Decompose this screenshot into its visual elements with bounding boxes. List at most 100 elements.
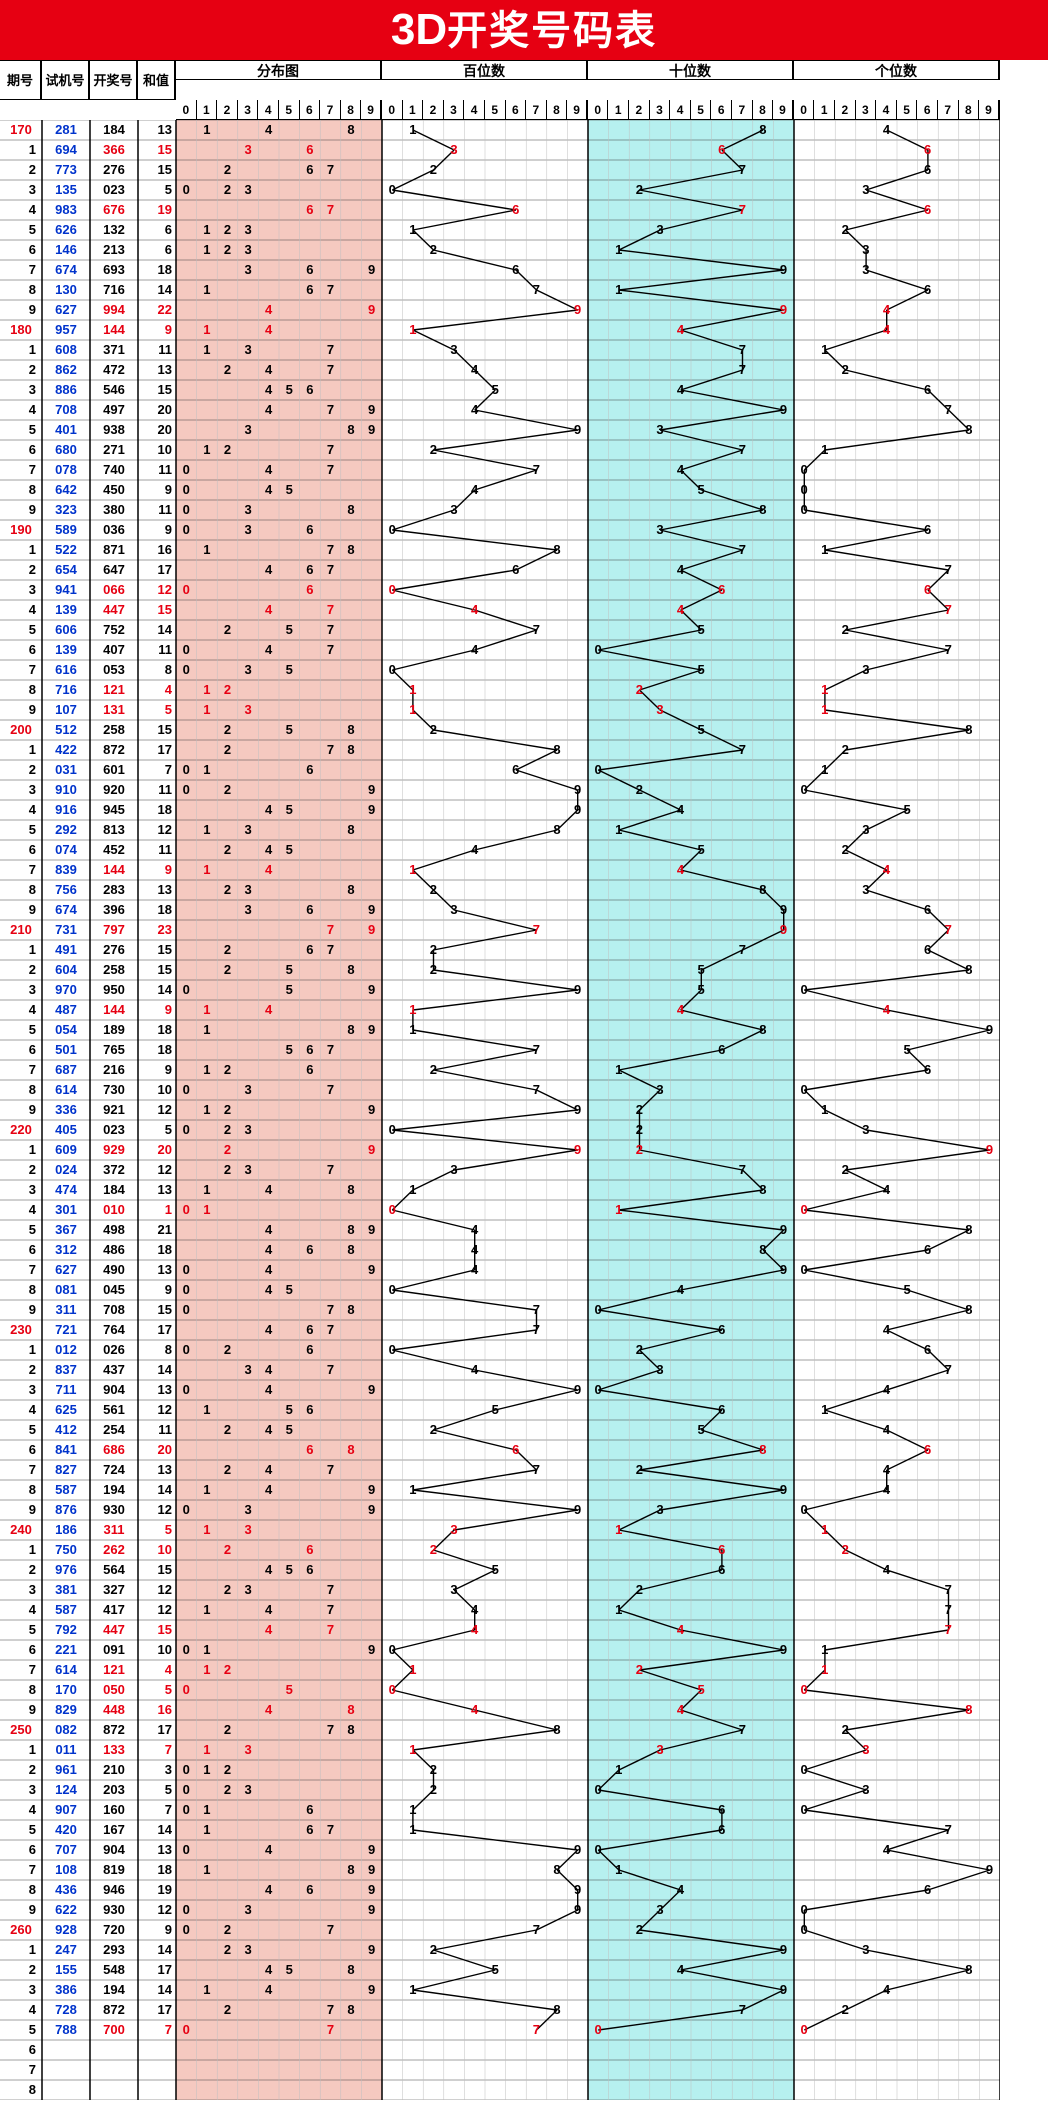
- dist-cell: [279, 1360, 300, 1380]
- units-cell: [979, 940, 1000, 960]
- dist-cell: [341, 1620, 362, 1640]
- units-cell: [917, 1960, 938, 1980]
- test-cell: 186: [42, 1520, 90, 1540]
- dist-cell: [217, 1800, 238, 1820]
- units-cell: [835, 640, 856, 660]
- units-cell: [794, 640, 815, 660]
- hundreds-cell: [567, 1240, 588, 1260]
- table-row: 541225411245254: [0, 1420, 1048, 1440]
- tens-cell: [773, 460, 794, 480]
- hundreds-cell: [526, 180, 547, 200]
- tens-cell: [650, 1260, 671, 1280]
- hundreds-cell: [567, 240, 588, 260]
- hundreds-cell: [526, 1480, 547, 1500]
- units-cell: [814, 420, 835, 440]
- dist-cell: [300, 800, 321, 820]
- units-cell: [897, 1900, 918, 1920]
- test-cell: 976: [42, 1560, 90, 1580]
- units-cell: [959, 640, 980, 660]
- tens-cell: [753, 560, 774, 580]
- units-cell: [959, 580, 980, 600]
- dist-cell: 7: [320, 920, 341, 940]
- table-row: 17028118413148184: [0, 120, 1048, 140]
- test-cell: 587: [42, 1600, 90, 1620]
- tens-cell: [629, 1860, 650, 1880]
- tens-cell: [773, 2000, 794, 2020]
- dist-cell: [320, 2060, 341, 2080]
- dist-cell: 3: [238, 140, 259, 160]
- hundreds-cell: [444, 360, 465, 380]
- hundreds-cell: [485, 800, 506, 820]
- dist-cell: [341, 2040, 362, 2060]
- dist-cell: 7: [320, 1160, 341, 1180]
- tens-cell: [629, 640, 650, 660]
- units-cell: [979, 1060, 1000, 1080]
- dist-cell: [258, 1720, 279, 1740]
- hundreds-cell: [464, 740, 485, 760]
- dist-cell: [217, 1820, 238, 1840]
- units-cell: [876, 380, 897, 400]
- hundreds-cell: [506, 1320, 527, 1340]
- dist-cell: [361, 140, 382, 160]
- dist-cell: 4: [258, 360, 279, 380]
- units-cell: [856, 1440, 877, 1460]
- hundreds-cell: [382, 620, 403, 640]
- hundreds-cell: [485, 120, 506, 140]
- dist-cell: [279, 1640, 300, 1660]
- hundreds-cell: [506, 460, 527, 480]
- units-cell: [959, 1140, 980, 1160]
- units-cell: [856, 280, 877, 300]
- tens-cell: [670, 2020, 691, 2040]
- units-cell: [938, 940, 959, 960]
- units-cell: 8: [959, 420, 980, 440]
- hundreds-cell: [403, 600, 424, 620]
- hundreds-cell: [526, 1680, 547, 1700]
- dist-cell: [217, 480, 238, 500]
- dist-cell: 9: [361, 1480, 382, 1500]
- tens-cell: [691, 1960, 712, 1980]
- sum-cell: 12: [138, 1600, 176, 1620]
- units-cell: [794, 560, 815, 580]
- tens-cell: [629, 380, 650, 400]
- dist-cell: 0: [176, 1260, 197, 1280]
- hundreds-cell: [547, 1640, 568, 1660]
- test-cell: 247: [42, 1940, 90, 1960]
- units-cell: [876, 140, 897, 160]
- issue-cell: 8: [0, 280, 42, 300]
- header-hundreds: 百位数: [382, 60, 588, 80]
- draw-cell: 023: [90, 180, 138, 200]
- hundreds-cell: [403, 640, 424, 660]
- hundreds-cell: [403, 1680, 424, 1700]
- units-cell: [835, 1640, 856, 1660]
- units-cell: [938, 1260, 959, 1280]
- units-cell: [856, 320, 877, 340]
- hundreds-cell: [506, 1100, 527, 1120]
- units-cell: [856, 300, 877, 320]
- hundreds-cell: [382, 960, 403, 980]
- table-row: 391092011029920: [0, 780, 1048, 800]
- tens-cell: [753, 1980, 774, 2000]
- units-cell: [917, 1600, 938, 1620]
- dist-cell: [361, 1440, 382, 1460]
- tens-cell: [753, 1740, 774, 1760]
- hundreds-cell: 9: [567, 1900, 588, 1920]
- hundreds-cell: [382, 1180, 403, 1200]
- hundreds-cell: [526, 1640, 547, 1660]
- tens-cell: [753, 700, 774, 720]
- dist-cell: [361, 500, 382, 520]
- tens-cell: [608, 1580, 629, 1600]
- tens-cell: [753, 1080, 774, 1100]
- units-cell: [794, 1540, 815, 1560]
- dist-cell: 2: [217, 1100, 238, 1120]
- dist-cell: 7: [320, 1080, 341, 1100]
- dist-cell: [217, 820, 238, 840]
- dist-cell: [217, 1840, 238, 1860]
- units-cell: [794, 540, 815, 560]
- units-cell: [897, 1300, 918, 1320]
- tens-cell: [753, 1420, 774, 1440]
- hundreds-cell: [403, 1700, 424, 1720]
- dist-cell: [176, 260, 197, 280]
- units-cell: [959, 800, 980, 820]
- dist-cell: [197, 1240, 218, 1260]
- hundreds-cell: [506, 1420, 527, 1440]
